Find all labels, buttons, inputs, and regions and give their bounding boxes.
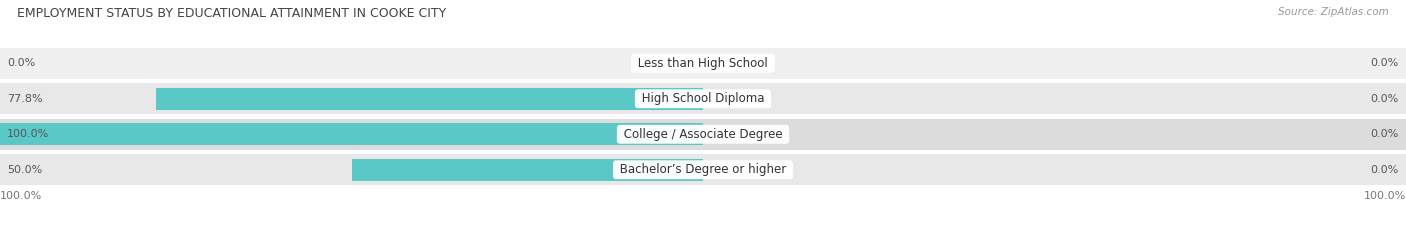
Text: 100.0%: 100.0%: [0, 191, 42, 201]
Text: Less than High School: Less than High School: [634, 57, 772, 70]
Text: College / Associate Degree: College / Associate Degree: [620, 128, 786, 141]
Text: 50.0%: 50.0%: [7, 165, 42, 175]
Text: 0.0%: 0.0%: [1371, 165, 1399, 175]
Text: EMPLOYMENT STATUS BY EDUCATIONAL ATTAINMENT IN COOKE CITY: EMPLOYMENT STATUS BY EDUCATIONAL ATTAINM…: [17, 7, 446, 20]
Bar: [0, 48, 1406, 79]
Text: 0.0%: 0.0%: [1371, 94, 1399, 104]
Bar: [0, 123, 703, 145]
Text: 77.8%: 77.8%: [7, 94, 42, 104]
Text: Source: ZipAtlas.com: Source: ZipAtlas.com: [1278, 7, 1389, 17]
Bar: [352, 159, 703, 181]
Bar: [0, 83, 1406, 114]
Text: 100.0%: 100.0%: [1364, 191, 1406, 201]
Text: 0.0%: 0.0%: [1371, 129, 1399, 139]
Text: 0.0%: 0.0%: [1371, 58, 1399, 68]
Text: Bachelor’s Degree or higher: Bachelor’s Degree or higher: [616, 163, 790, 176]
Bar: [156, 88, 703, 110]
Text: 100.0%: 100.0%: [7, 129, 49, 139]
Bar: [0, 154, 1406, 185]
Text: 0.0%: 0.0%: [7, 58, 35, 68]
Text: High School Diploma: High School Diploma: [638, 92, 768, 105]
Bar: [0, 119, 1406, 150]
